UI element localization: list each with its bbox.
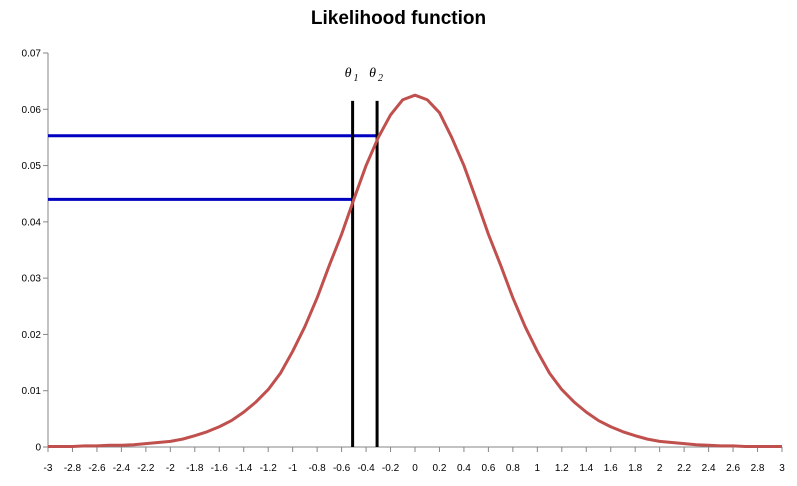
x-tick-label: 0 xyxy=(412,463,418,474)
theta-subscript: 2 xyxy=(378,73,383,84)
y-tick-label: 0.01 xyxy=(22,386,42,397)
x-tick-label: -2.4 xyxy=(113,463,131,474)
y-tick-label: 0.06 xyxy=(22,105,42,116)
x-tick-label: -0.6 xyxy=(333,463,351,474)
x-tick-label: 0.6 xyxy=(481,463,495,474)
x-tick-label: -0.8 xyxy=(309,463,327,474)
x-tick-label: 2.8 xyxy=(751,463,765,474)
x-tick-label: 2.2 xyxy=(677,463,691,474)
y-tick-label: 0.07 xyxy=(22,49,42,60)
x-tick-label: -3 xyxy=(44,463,53,474)
likelihood-curve xyxy=(48,93,782,448)
x-tick-label: 3 xyxy=(779,463,785,474)
y-tick-label: 0.03 xyxy=(22,274,42,285)
x-tick-label: 2 xyxy=(657,463,663,474)
x-tick-label: -1.4 xyxy=(235,463,253,474)
x-tick-label: 1.4 xyxy=(579,463,593,474)
x-tick-label: -1.2 xyxy=(260,463,278,474)
x-tick-label: -2 xyxy=(166,463,175,474)
x-tick-label: 0.2 xyxy=(433,463,447,474)
y-tick-label: 0.05 xyxy=(22,161,42,172)
x-tick-label: -0.2 xyxy=(382,463,400,474)
y-tick-label: 0.04 xyxy=(22,217,42,228)
x-tick-label: 1.6 xyxy=(604,463,618,474)
chart-title: Likelihood function xyxy=(310,8,487,29)
x-tick-label: 1.2 xyxy=(555,463,569,474)
x-tick-label: 1 xyxy=(535,463,541,474)
x-tick-label: -0.4 xyxy=(357,463,375,474)
x-tick-label: -2.8 xyxy=(64,463,82,474)
x-tick-label: -2.2 xyxy=(137,463,155,474)
y-tick-label: 0.02 xyxy=(22,330,42,341)
theta-subscript: 1 xyxy=(354,73,359,84)
x-tick-label: -1.8 xyxy=(186,463,204,474)
x-tick-label: 2.4 xyxy=(702,463,716,474)
x-tick-label: 2.6 xyxy=(726,463,740,474)
x-tick-label: 0.8 xyxy=(506,463,520,474)
x-tick-label: -1.6 xyxy=(211,463,229,474)
x-tick-label: 1.8 xyxy=(628,463,642,474)
x-tick-label: -2.6 xyxy=(88,463,106,474)
x-tick-label: -1 xyxy=(288,463,297,474)
x-tick-label: 0.4 xyxy=(457,463,471,474)
y-tick-label: 0 xyxy=(35,443,41,454)
